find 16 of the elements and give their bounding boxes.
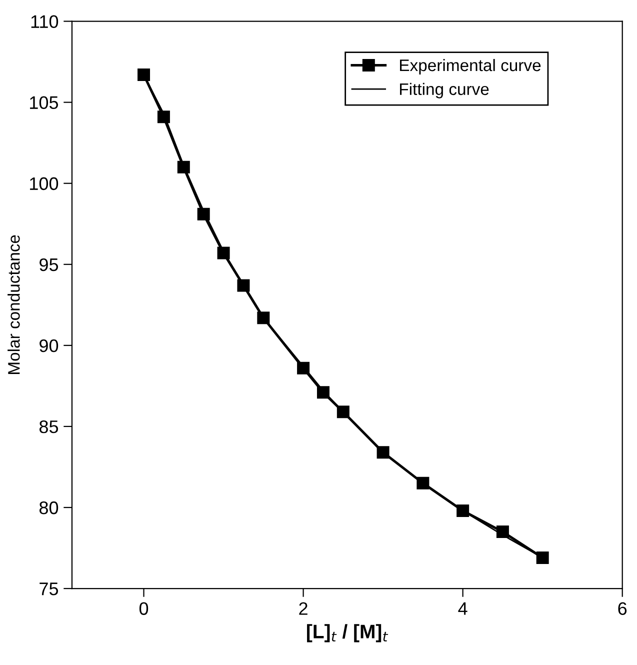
x-tick-label: 4 bbox=[458, 602, 468, 615]
y-axis-title: Molar conductance bbox=[8, 235, 20, 374]
x-axis-title: [L]$_{t}$ / [M]$_{t}$ bbox=[307, 624, 388, 642]
y-tick-label: 110 bbox=[31, 15, 58, 28]
x-tick-label: 6 bbox=[618, 602, 627, 615]
x-tick-label: 0 bbox=[139, 602, 148, 615]
y-tick-label: 100 bbox=[30, 177, 58, 190]
y-tick-label: 75 bbox=[40, 582, 58, 596]
y-tick-label: 95 bbox=[40, 258, 58, 272]
legend-label: Fitting curve bbox=[400, 82, 489, 98]
y-tick-label: 105 bbox=[30, 96, 58, 110]
y-tick-label: 90 bbox=[40, 339, 58, 352]
x-tick-label: 2 bbox=[299, 602, 308, 615]
y-tick-label: 80 bbox=[39, 501, 58, 514]
y-tick-label: 85 bbox=[39, 420, 58, 434]
legend-label: Experimental curve bbox=[400, 58, 541, 75]
